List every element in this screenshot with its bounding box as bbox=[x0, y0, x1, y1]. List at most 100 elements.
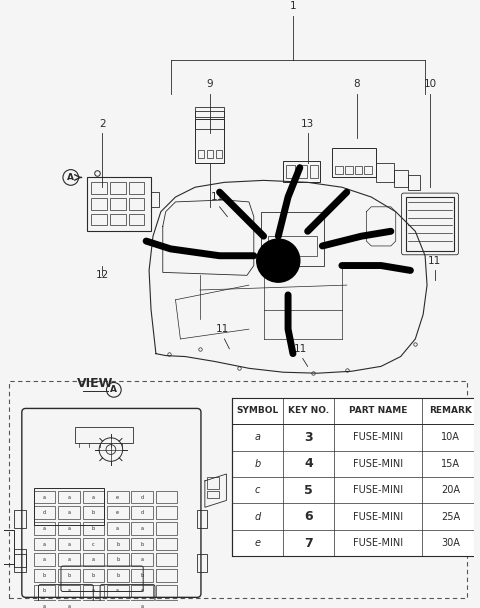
Bar bbox=[355, 166, 362, 173]
Text: a: a bbox=[141, 589, 144, 593]
Text: c: c bbox=[92, 542, 95, 547]
Text: d: d bbox=[141, 494, 144, 500]
Bar bbox=[156, 506, 178, 519]
Text: a: a bbox=[141, 604, 144, 608]
Bar bbox=[283, 161, 320, 182]
Text: b: b bbox=[141, 573, 144, 578]
Bar bbox=[408, 176, 420, 190]
Bar bbox=[14, 550, 26, 567]
Bar bbox=[207, 491, 218, 499]
Bar bbox=[34, 506, 55, 519]
Text: 11: 11 bbox=[428, 255, 442, 266]
Bar bbox=[107, 569, 129, 582]
Bar bbox=[156, 491, 178, 503]
Text: a: a bbox=[255, 432, 261, 442]
Bar bbox=[156, 522, 178, 534]
Text: 15A: 15A bbox=[441, 459, 460, 469]
Text: b: b bbox=[116, 542, 120, 547]
Text: 3: 3 bbox=[304, 431, 313, 444]
Bar bbox=[58, 569, 80, 582]
Bar bbox=[156, 537, 178, 550]
Text: 7: 7 bbox=[304, 536, 313, 550]
Text: a: a bbox=[43, 494, 46, 500]
Text: 11: 11 bbox=[216, 324, 229, 334]
Bar bbox=[9, 381, 467, 598]
Bar bbox=[58, 522, 80, 534]
Bar bbox=[34, 537, 55, 550]
Bar bbox=[91, 182, 107, 194]
Text: a: a bbox=[43, 557, 46, 562]
Bar bbox=[335, 166, 343, 173]
Bar bbox=[216, 150, 221, 158]
Bar bbox=[376, 163, 394, 182]
Text: a: a bbox=[116, 526, 119, 531]
Text: a: a bbox=[67, 526, 70, 531]
Bar bbox=[232, 398, 479, 556]
Bar bbox=[195, 107, 225, 117]
Bar bbox=[34, 600, 55, 608]
Bar bbox=[58, 600, 80, 608]
Text: a: a bbox=[116, 589, 119, 593]
Text: a: a bbox=[67, 510, 70, 515]
Bar bbox=[91, 213, 107, 226]
Text: 11: 11 bbox=[211, 192, 224, 202]
Bar bbox=[151, 192, 159, 207]
Bar bbox=[207, 477, 218, 489]
Bar bbox=[364, 166, 372, 173]
Circle shape bbox=[257, 239, 300, 282]
Text: 10A: 10A bbox=[441, 432, 460, 442]
Bar bbox=[332, 148, 376, 178]
Bar bbox=[83, 537, 104, 550]
Bar bbox=[129, 213, 144, 226]
Text: d: d bbox=[254, 511, 261, 522]
Bar bbox=[107, 585, 129, 597]
Bar bbox=[107, 522, 129, 534]
Text: b: b bbox=[254, 459, 261, 469]
Bar bbox=[83, 522, 104, 534]
Bar bbox=[132, 522, 153, 534]
Bar bbox=[132, 506, 153, 519]
Text: A: A bbox=[110, 385, 117, 395]
Text: 30A: 30A bbox=[441, 538, 460, 548]
Text: SYMBOL: SYMBOL bbox=[237, 406, 279, 415]
Text: a: a bbox=[92, 494, 95, 500]
Text: 11: 11 bbox=[294, 344, 307, 354]
Bar bbox=[261, 212, 324, 266]
Text: a: a bbox=[141, 526, 144, 531]
Bar bbox=[107, 600, 129, 608]
Text: d: d bbox=[141, 510, 144, 515]
Text: 13: 13 bbox=[301, 119, 314, 128]
Bar bbox=[107, 506, 129, 519]
Text: a: a bbox=[43, 526, 46, 531]
Text: a: a bbox=[67, 604, 70, 608]
Bar bbox=[132, 600, 153, 608]
Text: c: c bbox=[255, 485, 261, 495]
Bar bbox=[58, 537, 80, 550]
Bar bbox=[83, 585, 104, 597]
Bar bbox=[34, 585, 55, 597]
Bar bbox=[132, 491, 153, 503]
Bar bbox=[34, 522, 55, 534]
Text: a: a bbox=[67, 494, 70, 500]
Bar bbox=[14, 510, 26, 528]
Text: d: d bbox=[43, 510, 46, 515]
Text: e: e bbox=[255, 538, 261, 548]
Bar bbox=[83, 569, 104, 582]
Bar bbox=[87, 178, 151, 231]
Bar bbox=[132, 585, 153, 597]
Bar bbox=[58, 553, 80, 566]
Text: 9: 9 bbox=[206, 80, 213, 89]
Text: 2: 2 bbox=[99, 119, 106, 128]
Text: 4: 4 bbox=[304, 457, 313, 470]
Bar bbox=[345, 166, 353, 173]
Bar bbox=[310, 165, 318, 178]
Text: PART NAME: PART NAME bbox=[349, 406, 408, 415]
Text: a: a bbox=[141, 557, 144, 562]
Text: b: b bbox=[92, 573, 95, 578]
Bar bbox=[110, 213, 126, 226]
Bar bbox=[286, 165, 295, 178]
Bar bbox=[107, 491, 129, 503]
Text: b: b bbox=[67, 573, 71, 578]
Text: 5: 5 bbox=[304, 484, 313, 497]
Bar bbox=[198, 150, 204, 158]
